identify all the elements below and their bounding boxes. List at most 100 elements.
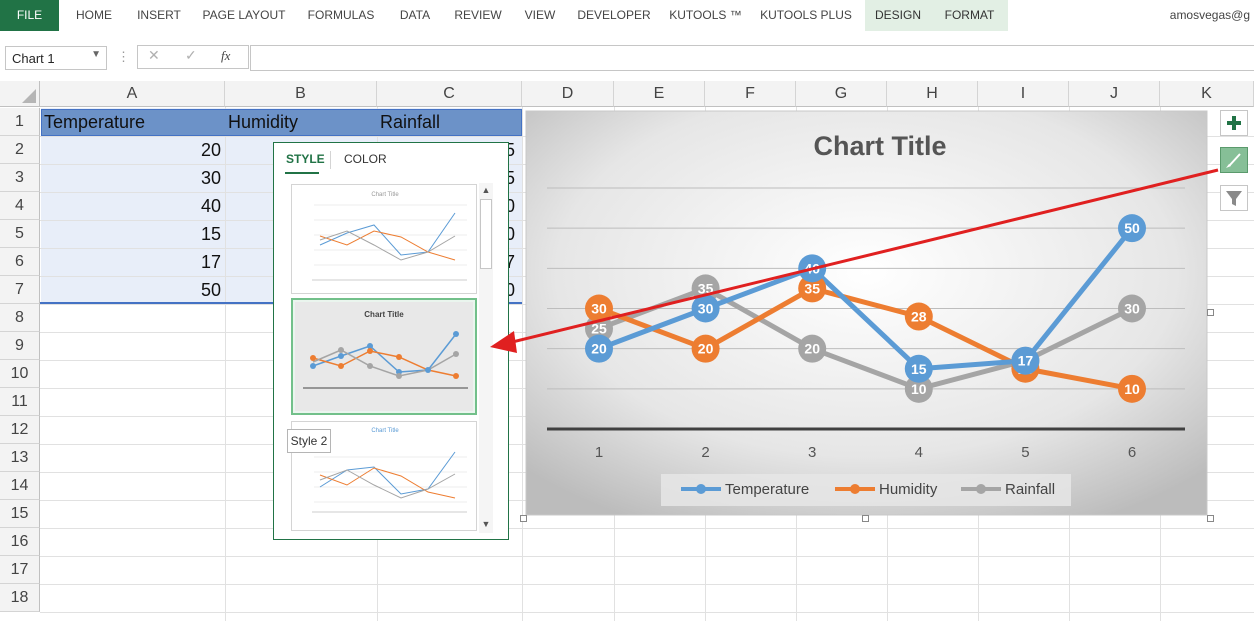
data-point-humidity[interactable]: [585, 294, 613, 323]
data-point-humidity[interactable]: [1118, 374, 1146, 403]
chart-area[interactable]: Chart Title 2535201017303020352815102030…: [523, 108, 1210, 518]
column-header-f[interactable]: F: [705, 81, 796, 107]
data-point-rainfall[interactable]: [904, 374, 933, 403]
cancel-icon[interactable]: ✕: [148, 47, 160, 63]
row-header-2[interactable]: 2: [0, 136, 40, 164]
series-line-rainfall[interactable]: [598, 285, 1134, 392]
data-point-temperature[interactable]: [1118, 214, 1146, 243]
legend-label[interactable]: Humidity: [879, 481, 938, 498]
row-header-13[interactable]: 13: [0, 444, 40, 472]
resize-handle[interactable]: [1207, 515, 1214, 522]
row-header-7[interactable]: 7: [0, 276, 40, 304]
cell-c2[interactable]: 5: [505, 140, 516, 160]
row-header-14[interactable]: 14: [0, 472, 40, 500]
name-box[interactable]: Chart 1 ▼: [5, 46, 107, 70]
column-header-j[interactable]: J: [1069, 81, 1160, 107]
row-header-18[interactable]: 18: [0, 584, 40, 612]
chart-title[interactable]: Chart Title: [813, 131, 946, 161]
row-header-3[interactable]: 3: [0, 164, 40, 192]
data-point-humidity[interactable]: [904, 302, 933, 331]
cell-c4[interactable]: 0: [505, 196, 516, 216]
select-all-corner[interactable]: [0, 81, 40, 107]
column-header-i[interactable]: I: [978, 81, 1069, 107]
chart-filters-button[interactable]: [1220, 185, 1248, 211]
cell-a4[interactable]: 40: [200, 196, 221, 216]
row-header-5[interactable]: 5: [0, 220, 40, 248]
row-header-17[interactable]: 17: [0, 556, 40, 584]
cell-c1[interactable]: Rainfall: [380, 112, 441, 132]
data-point-temperature[interactable]: [691, 294, 720, 323]
cell-b1[interactable]: Humidity: [228, 112, 299, 132]
column-header-d[interactable]: D: [522, 81, 614, 107]
resize-handle[interactable]: [1207, 309, 1214, 316]
enter-icon[interactable]: ✓: [185, 47, 197, 63]
row-header-15[interactable]: 15: [0, 500, 40, 528]
column-header-h[interactable]: H: [887, 81, 978, 107]
tab-kutools[interactable]: KUTOOLS ™: [669, 8, 742, 22]
style-option-1[interactable]: Chart Title: [291, 184, 477, 294]
cell-a2[interactable]: 20: [200, 140, 221, 160]
data-point-temperature[interactable]: [1011, 346, 1040, 375]
scroll-up-icon[interactable]: ▲: [481, 185, 491, 195]
row-header-6[interactable]: 6: [0, 248, 40, 276]
data-point-rainfall[interactable]: [798, 334, 827, 363]
tab-home[interactable]: HOME: [76, 8, 112, 22]
style-option-2[interactable]: Chart Title: [291, 298, 477, 415]
cell-c3[interactable]: 5: [505, 168, 516, 188]
cell-a7[interactable]: 50: [200, 280, 221, 300]
tab-style[interactable]: STYLE: [286, 152, 325, 166]
tab-data[interactable]: DATA: [399, 8, 431, 22]
insert-function-icon[interactable]: fx: [221, 48, 231, 63]
legend-label[interactable]: Rainfall: [1005, 481, 1055, 498]
tab-page-layout[interactable]: PAGE LAYOUT: [202, 8, 286, 22]
cell-c5[interactable]: 0: [505, 224, 516, 244]
tab-insert[interactable]: INSERT: [137, 8, 181, 22]
column-header-a[interactable]: A: [40, 81, 225, 107]
data-point-temperature[interactable]: [585, 334, 613, 363]
style-panel-scrollbar[interactable]: ▲ ▼: [479, 183, 493, 533]
row-header-12[interactable]: 12: [0, 416, 40, 444]
tab-view[interactable]: VIEW: [524, 8, 556, 22]
cell-c7[interactable]: 0: [505, 280, 516, 300]
tab-color[interactable]: COLOR: [344, 152, 387, 166]
chart-elements-button[interactable]: [1220, 110, 1248, 136]
scroll-down-icon[interactable]: ▼: [481, 519, 491, 529]
data-point-humidity[interactable]: [798, 274, 827, 303]
cell-a5[interactable]: 15: [200, 224, 221, 244]
cell-a6[interactable]: 17: [200, 252, 221, 272]
chevron-down-icon[interactable]: ▼: [91, 49, 101, 60]
series-line-humidity[interactable]: [598, 285, 1133, 392]
column-header-e[interactable]: E: [614, 81, 705, 107]
resize-handle[interactable]: [862, 515, 869, 522]
row-header-16[interactable]: 16: [0, 528, 40, 556]
tab-developer[interactable]: DEVELOPER: [577, 8, 651, 22]
chart-styles-button[interactable]: [1220, 147, 1248, 173]
row-header-1[interactable]: 1: [0, 108, 40, 136]
row-header-9[interactable]: 9: [0, 332, 40, 360]
row-header-11[interactable]: 11: [0, 388, 40, 416]
resize-handle[interactable]: [520, 515, 527, 522]
cell-c6[interactable]: 7: [505, 252, 516, 272]
scroll-thumb[interactable]: [480, 199, 492, 269]
row-header-10[interactable]: 10: [0, 360, 40, 388]
column-header-b[interactable]: B: [225, 81, 377, 107]
user-account[interactable]: amosvegas@g: [1169, 8, 1250, 22]
column-header-k[interactable]: K: [1160, 81, 1254, 107]
tab-design[interactable]: DESIGN: [865, 0, 931, 31]
column-header-c[interactable]: C: [377, 81, 522, 107]
tab-formulas[interactable]: FORMULAS: [307, 8, 375, 22]
series-line-temperature[interactable]: [598, 226, 1134, 372]
tab-kutools-plus[interactable]: KUTOOLS PLUS: [760, 8, 852, 22]
tab-file[interactable]: FILE: [0, 0, 59, 31]
legend-label[interactable]: Temperature: [725, 481, 809, 498]
line-chart[interactable]: Chart Title 2535201017303020352815102030…: [523, 108, 1210, 518]
column-header-g[interactable]: G: [796, 81, 887, 107]
tab-format[interactable]: FORMAT: [931, 0, 1008, 31]
cell-a3[interactable]: 30: [200, 168, 221, 188]
data-point-temperature[interactable]: [904, 354, 933, 383]
row-header-4[interactable]: 4: [0, 192, 40, 220]
formula-input[interactable]: [250, 45, 1254, 71]
row-header-8[interactable]: 8: [0, 304, 40, 332]
data-point-humidity[interactable]: [691, 334, 720, 363]
data-point-rainfall[interactable]: [1118, 294, 1146, 323]
